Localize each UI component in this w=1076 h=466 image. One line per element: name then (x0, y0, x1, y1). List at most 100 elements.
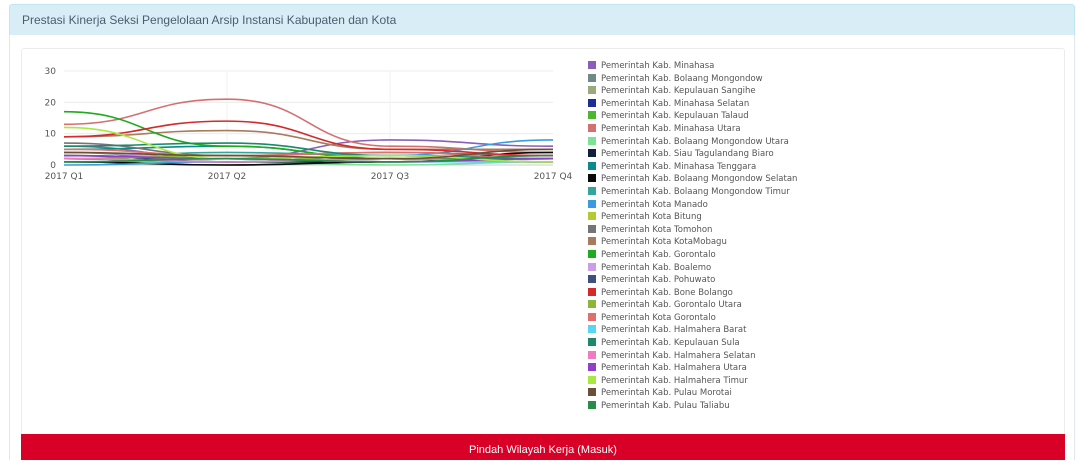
y-tick-label: 20 (45, 98, 57, 108)
legend-label: Pemerintah Kab. Halmahera Selatan (601, 350, 756, 361)
legend-item[interactable]: Pemerintah Kab. Bone Bolango (588, 287, 797, 300)
legend-label: Pemerintah Kota Gorontalo (601, 312, 716, 323)
legend-swatch (588, 375, 596, 384)
legend-label: Pemerintah Kab. Halmahera Timur (601, 375, 748, 386)
legend-item[interactable]: Pemerintah Kota Manado (588, 199, 797, 212)
legend-label: Pemerintah Kota Manado (601, 199, 708, 210)
legend-label: Pemerintah Kab. Gorontalo Utara (601, 300, 742, 311)
legend-item[interactable]: Pemerintah Kab. Halmahera Selatan (588, 350, 797, 363)
y-tick-label: 10 (45, 130, 57, 140)
legend-item[interactable]: Pemerintah Kab. Pohuwato (588, 274, 797, 287)
legend-item[interactable]: Pemerintah Kab. Bolaang Mongondow Timur (588, 186, 797, 199)
legend-swatch (588, 161, 596, 170)
legend-item[interactable]: Pemerintah Kab. Minahasa Utara (588, 123, 797, 136)
y-tick-label: 0 (50, 161, 56, 171)
legend-item[interactable]: Pemerintah Kab. Kepulauan Talaud (588, 110, 797, 123)
legend-item[interactable]: Pemerintah Kab. Kepulauan Sula (588, 337, 797, 350)
legend-swatch (588, 111, 596, 120)
legend-item[interactable]: Pemerintah Kab. Boalemo (588, 262, 797, 275)
legend-item[interactable]: Pemerintah Kota Tomohon (588, 224, 797, 237)
legend-item[interactable]: Pemerintah Kab. Minahasa (588, 60, 797, 73)
legend-label: Pemerintah Kab. Siau Tagulandang Biaro (601, 149, 774, 160)
panel-heading: Prestasi Kinerja Seksi Pengelolaan Arsip… (9, 4, 1075, 35)
legend-swatch (588, 237, 596, 246)
legend-label: Pemerintah Kota Bitung (601, 212, 702, 223)
series-line-14 (63, 129, 553, 151)
legend-item[interactable]: Pemerintah Kab. Halmahera Timur (588, 375, 797, 388)
series-line-22 (63, 142, 554, 160)
legend-swatch (588, 262, 596, 271)
legend-label: Pemerintah Kab. Kepulauan Sula (601, 338, 740, 349)
legend-item[interactable]: Pemerintah Kab. Pulau Taliabu (588, 400, 797, 413)
legend-item[interactable]: Pemerintah Kab. Halmahera Barat (588, 324, 797, 337)
legend-swatch (588, 249, 596, 258)
legend-item[interactable]: Pemerintah Kab. Bolaang Mongondow Utara (588, 136, 797, 149)
legend-swatch (588, 186, 596, 195)
move-work-area-button[interactable]: Pindah Wilayah Kerja (Masuk) (21, 434, 1065, 460)
legend-swatch (588, 136, 596, 145)
x-tick-label: 2017 Q2 (208, 172, 247, 182)
legend-label: Pemerintah Kab. Pulau Taliabu (601, 401, 730, 412)
legend-swatch (588, 325, 596, 334)
legend-item[interactable]: Pemerintah Kab. Minahasa Selatan (588, 98, 797, 111)
legend-swatch (588, 275, 596, 284)
x-tick-label: 2017 Q1 (45, 172, 84, 182)
legend-swatch (588, 312, 596, 321)
legend-label: Pemerintah Kab. Minahasa Tenggara (601, 161, 757, 172)
legend-swatch (588, 61, 596, 69)
legend-swatch (588, 338, 596, 347)
legend-label: Pemerintah Kab. Bolaang Mongondow Timur (601, 186, 790, 197)
x-tick-label: 2017 Q4 (534, 172, 573, 182)
legend-swatch (588, 149, 596, 158)
series-line-27 (63, 154, 554, 163)
panel-title: Prestasi Kinerja Seksi Pengelolaan Arsip… (22, 13, 397, 27)
legend-item[interactable]: Pemerintah Kota Gorontalo (588, 312, 797, 325)
legend-item[interactable]: Pemerintah Kab. Minahasa Tenggara (588, 161, 797, 174)
legend-label: Pemerintah Kab. Bolaang Mongondow Utara (601, 136, 789, 147)
y-tick-label: 30 (45, 67, 57, 77)
legend-swatch (588, 363, 596, 372)
legend-label: Pemerintah Kota KotaMobagu (601, 237, 727, 248)
legend-label: Pemerintah Kab. Minahasa (601, 61, 715, 71)
legend-swatch (588, 98, 596, 107)
legend-label: Pemerintah Kota Tomohon (601, 224, 713, 235)
legend-item[interactable]: Pemerintah Kab. Pulau Morotai (588, 387, 797, 400)
legend-swatch (588, 73, 596, 82)
legend-swatch (588, 212, 596, 221)
legend-swatch (588, 287, 596, 296)
legend-swatch (588, 224, 596, 233)
legend-swatch (588, 86, 596, 95)
legend-item[interactable]: Pemerintah Kota Bitung (588, 211, 797, 224)
legend-item[interactable]: Pemerintah Kab. Halmahera Utara (588, 362, 797, 375)
panel-body (9, 35, 1075, 460)
series-line-26 (63, 148, 554, 160)
legend-swatch (588, 388, 596, 397)
legend-swatch (588, 350, 596, 359)
legend-swatch (588, 401, 596, 410)
legend-label: Pemerintah Kab. Bone Bolango (601, 287, 733, 298)
legend-swatch (588, 174, 596, 183)
legend-label: Pemerintah Kab. Gorontalo (601, 249, 716, 260)
legend-label: Pemerintah Kab. Minahasa Utara (601, 123, 741, 134)
legend-item[interactable]: Pemerintah Kab. Gorontalo (588, 249, 797, 262)
legend-label: Pemerintah Kab. Pulau Morotai (601, 388, 732, 399)
legend-item[interactable]: Pemerintah Kota KotaMobagu (588, 236, 797, 249)
legend-item[interactable]: Pemerintah Kab. Bolaang Mongondow Selata… (588, 173, 797, 186)
legend-label: Pemerintah Kab. Minahasa Selatan (601, 98, 750, 109)
legend-swatch (588, 199, 596, 208)
legend-item[interactable]: Pemerintah Kab. Kepulauan Sangihe (588, 85, 797, 98)
x-tick-label: 2017 Q3 (371, 172, 410, 182)
legend-label: Pemerintah Kab. Halmahera Barat (601, 325, 747, 336)
line-chart: 0 10 20 30 2017 Q1 2017 Q2 2017 Q3 2017 Q4 (45, 67, 573, 182)
legend-label: Pemerintah Kab. Bolaang Mongondow Selata… (601, 174, 798, 185)
legend-item[interactable]: Pemerintah Kab. Bolaang Mongondow (588, 73, 797, 86)
legend-swatch (588, 300, 596, 309)
chart-legend: Pemerintah Kab. Minahasa Pemerintah Kab. … (588, 60, 797, 413)
legend-label: Pemerintah Kab. Kepulauan Talaud (601, 111, 749, 122)
legend-swatch (588, 123, 596, 132)
series-line-18 (63, 120, 554, 157)
legend-item[interactable]: Pemerintah Kab. Siau Tagulandang Biaro (588, 148, 797, 161)
chart-card (21, 48, 1065, 448)
legend-item[interactable]: Pemerintah Kab. Gorontalo Utara (588, 299, 797, 312)
legend-label: Pemerintah Kab. Halmahera Utara (601, 363, 747, 374)
